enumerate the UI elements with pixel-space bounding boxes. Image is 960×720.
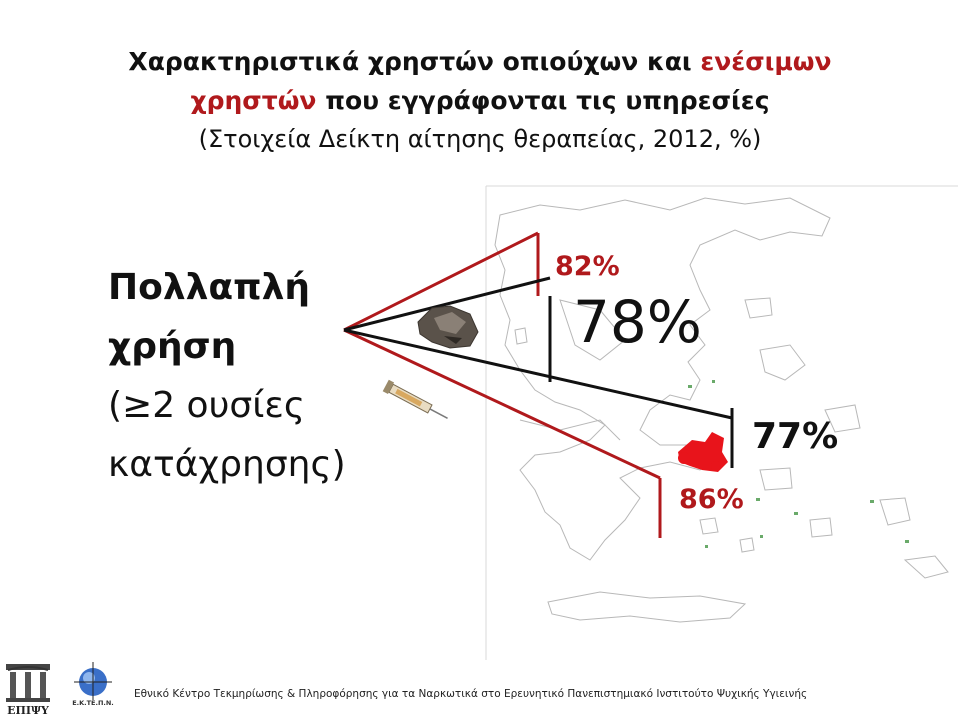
title-line-1-black: Χαρακτηριστικά χρηστών οπιούχων και: [128, 47, 692, 76]
title-line-2-red: χρηστών: [190, 86, 317, 115]
title-line-3: (Στοιχεία Δείκτη αίτησης θεραπείας, 2012…: [198, 125, 762, 153]
epipsy-logo-text: ΕΠΙΨΥ: [7, 704, 49, 717]
heroin-rock-icon: [417, 305, 479, 349]
map-frame: [485, 185, 958, 660]
map-green-markers: [688, 380, 909, 548]
syringe-icon: [382, 379, 448, 419]
title-line-1: Χαρακτηριστικά χρηστών οπιούχων και ενέσ…: [0, 42, 960, 81]
epipsy-logo: [6, 664, 50, 702]
injecting-users-other-value: 86%: [679, 484, 744, 515]
footer-text: Εθνικό Κέντρο Τεκμηρίωσης & Πληροφόρησης…: [134, 688, 808, 700]
title-line-2-black: που εγγράφονται τις υπηρεσίες: [325, 86, 770, 115]
greece-mainland-outline: [494, 197, 831, 561]
title-line-2: χρηστών που εγγράφονται τις υπηρεσίες: [0, 81, 960, 120]
label-line-1: Πολλαπλή: [108, 267, 311, 308]
chart-title: Χαρακτηριστικά χρηστών οπιούχων και ενέσ…: [0, 42, 960, 159]
injecting-users-lines: [343, 231, 662, 538]
ektepn-logo-text: Ε.Κ.ΤΕ.Π.Ν.: [72, 699, 114, 707]
ektepn-logo: [74, 662, 112, 700]
multiple-use-label: Πολλαπλή χρήση (≥2 ουσίες κατάχρησης): [108, 258, 346, 494]
label-line-3: (≥2 ουσίες: [108, 385, 305, 426]
injecting-users-total-value: 82%: [555, 251, 620, 282]
opioid-users-other-value: 77%: [752, 416, 839, 457]
label-line-2: χρήση: [108, 326, 237, 367]
greece-islands: [514, 297, 949, 623]
opioid-users-total-value: 78%: [573, 288, 702, 356]
opioid-users-lines: [343, 276, 734, 468]
label-line-4: κατάχρησης): [108, 444, 346, 485]
attica-highlight: [678, 432, 728, 472]
title-line-1-red: ενέσιμων: [700, 47, 832, 76]
